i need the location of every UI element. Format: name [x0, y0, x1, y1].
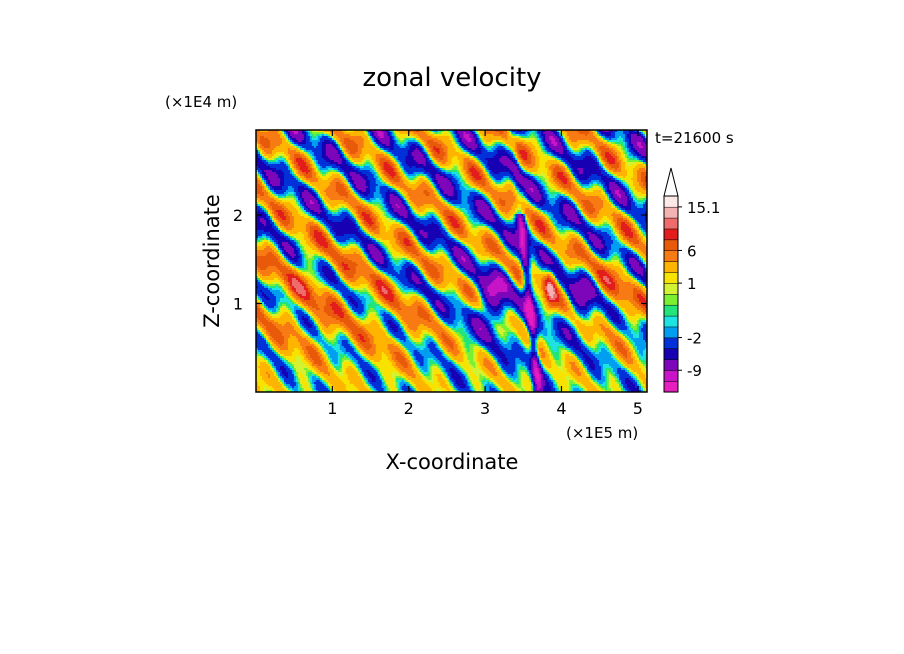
y-axis-unit: (×1E4 m): [165, 93, 237, 111]
velocity-field: [256, 130, 647, 392]
plot-area: [256, 130, 647, 392]
chart-title: zonal velocity: [362, 63, 541, 93]
time-label: t=21600 s: [655, 129, 734, 147]
